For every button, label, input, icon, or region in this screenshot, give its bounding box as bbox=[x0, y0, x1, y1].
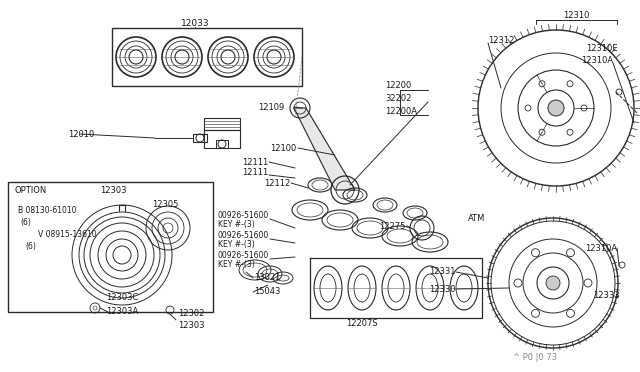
Text: 12302: 12302 bbox=[178, 310, 204, 318]
Text: 12109: 12109 bbox=[258, 103, 284, 112]
Text: 12330: 12330 bbox=[429, 285, 456, 294]
Text: 00926-51600: 00926-51600 bbox=[218, 231, 269, 240]
Text: 15043: 15043 bbox=[254, 288, 280, 296]
Text: 00926-51600: 00926-51600 bbox=[218, 211, 269, 219]
Bar bbox=[193, 134, 207, 142]
Text: 12333: 12333 bbox=[593, 292, 620, 301]
Text: KEY #-(3): KEY #-(3) bbox=[218, 240, 255, 248]
Text: 12312: 12312 bbox=[488, 35, 515, 45]
Bar bbox=[8, 182, 213, 312]
Text: 12207S: 12207S bbox=[346, 318, 378, 327]
Text: 12275: 12275 bbox=[379, 221, 405, 231]
Text: 00926-51600: 00926-51600 bbox=[218, 250, 269, 260]
Circle shape bbox=[548, 100, 564, 116]
Text: ATM: ATM bbox=[468, 214, 485, 222]
Text: ^ P0 |0 73: ^ P0 |0 73 bbox=[513, 353, 557, 362]
Text: KEY #-(3): KEY #-(3) bbox=[218, 260, 255, 269]
Text: KEY #-(3): KEY #-(3) bbox=[218, 219, 255, 228]
Text: 12033: 12033 bbox=[180, 19, 209, 28]
Text: (6): (6) bbox=[25, 241, 36, 250]
Text: B 08130-61010: B 08130-61010 bbox=[18, 205, 77, 215]
Bar bbox=[216, 140, 228, 148]
Text: 12305: 12305 bbox=[152, 199, 179, 208]
Text: 12310A: 12310A bbox=[585, 244, 617, 253]
Text: 12111: 12111 bbox=[242, 167, 268, 176]
Text: 32202: 32202 bbox=[385, 93, 412, 103]
Bar bbox=[204, 118, 240, 130]
Text: (6): (6) bbox=[20, 218, 31, 227]
Text: 12303A: 12303A bbox=[106, 308, 138, 317]
Text: 13021: 13021 bbox=[254, 273, 280, 282]
Text: 12200: 12200 bbox=[385, 80, 412, 90]
Text: 12100: 12100 bbox=[269, 144, 296, 153]
Text: 12303C: 12303C bbox=[106, 294, 138, 302]
Bar bbox=[112, 28, 302, 86]
Text: 12112: 12112 bbox=[264, 179, 290, 187]
Text: 12010: 12010 bbox=[68, 129, 94, 138]
Circle shape bbox=[546, 276, 560, 290]
Text: 12310A: 12310A bbox=[581, 55, 613, 64]
Text: 12200A: 12200A bbox=[385, 106, 417, 115]
Bar bbox=[204, 130, 240, 148]
Text: 12310E: 12310E bbox=[586, 44, 618, 52]
Polygon shape bbox=[294, 108, 355, 190]
Text: V 08915-13610: V 08915-13610 bbox=[38, 230, 97, 238]
Text: OPTION: OPTION bbox=[14, 186, 46, 195]
Text: 12331: 12331 bbox=[429, 267, 456, 276]
Text: 12303: 12303 bbox=[178, 321, 205, 330]
Text: 12310: 12310 bbox=[563, 10, 589, 19]
Text: 12111: 12111 bbox=[242, 157, 268, 167]
Text: 12303: 12303 bbox=[100, 186, 127, 195]
